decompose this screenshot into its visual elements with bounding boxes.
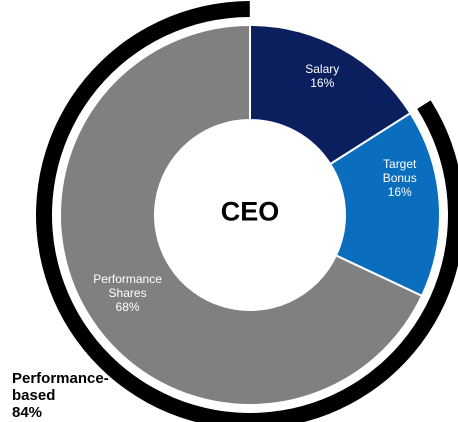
segment-label: Performance Shares 68% xyxy=(83,272,173,314)
outer-ring-value: 84% xyxy=(12,404,43,421)
segment-name: Salary xyxy=(305,61,340,76)
segment-label: Salary 16% xyxy=(292,62,352,90)
donut-segment xyxy=(59,23,424,406)
donut-segment xyxy=(328,111,441,298)
outer-ring-name: Performance-based xyxy=(12,370,109,404)
segment-name: Performance Shares xyxy=(93,271,162,300)
segment-name: Target Bonus xyxy=(382,156,417,185)
center-label: CEO xyxy=(220,196,280,227)
segment-value: 16% xyxy=(387,184,412,199)
outer-ring-label: Performance-based 84% xyxy=(12,370,112,421)
segment-value: 16% xyxy=(310,75,335,90)
segment-label: Target Bonus 16% xyxy=(375,157,425,199)
donut-segment xyxy=(249,23,412,166)
segment-value: 68% xyxy=(115,299,140,314)
